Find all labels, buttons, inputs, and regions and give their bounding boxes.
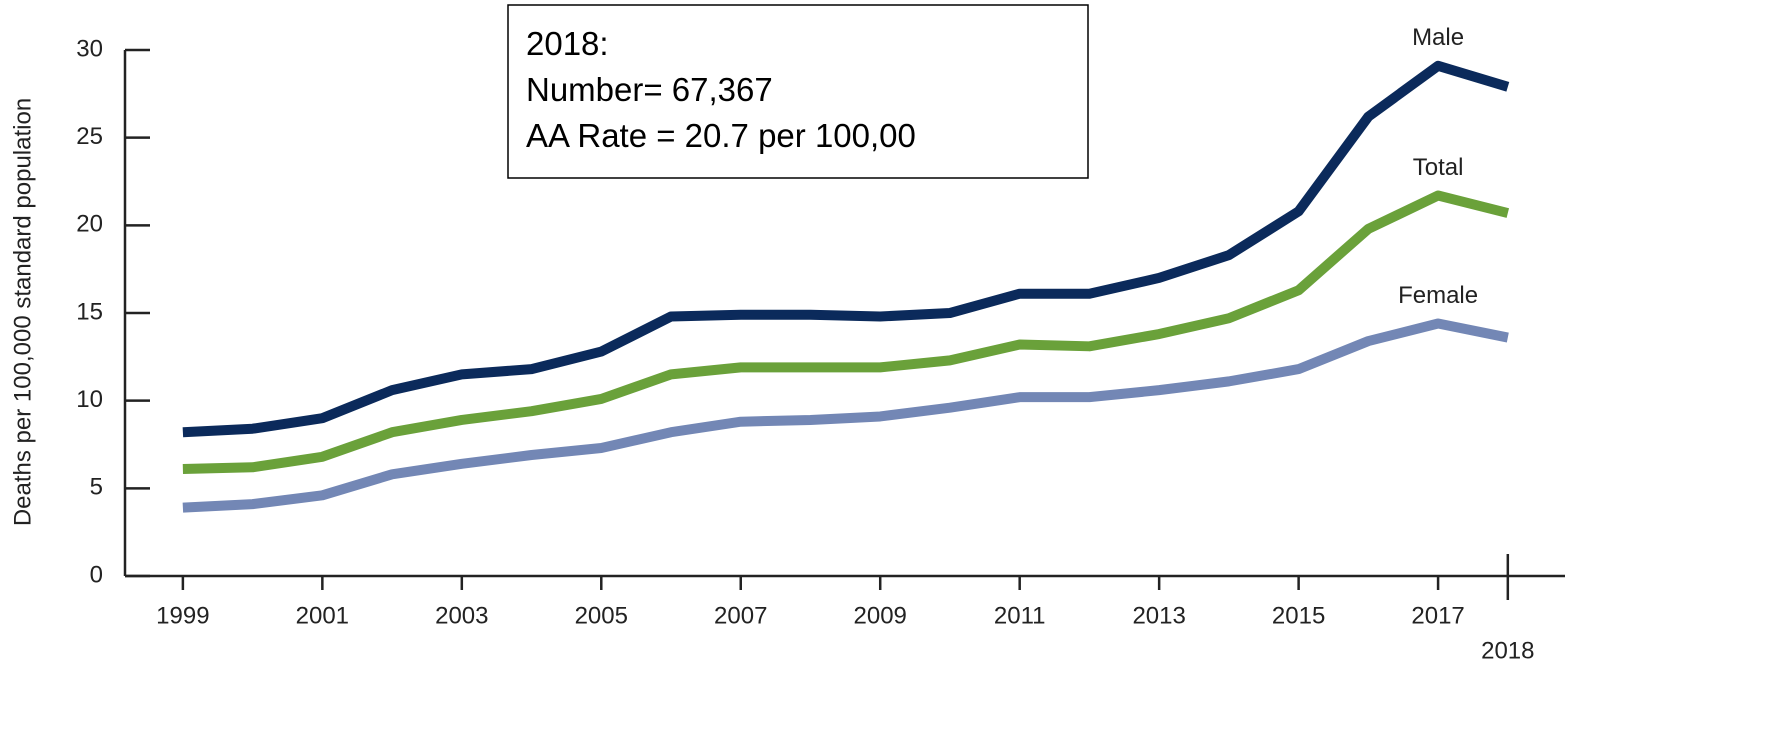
annotation-box (507, 4, 1089, 179)
series-line (182, 318, 1509, 513)
x-tick-label: 2015 (1272, 602, 1325, 629)
x-tick-label: 2018 (1481, 637, 1534, 664)
y-tick-label: 25 (76, 123, 103, 150)
x-tick-label: 2017 (1411, 602, 1464, 629)
x-tick-label: 2013 (1132, 602, 1185, 629)
series-label: Male (1412, 24, 1464, 51)
series-line (182, 190, 1510, 475)
series-label: Female (1398, 282, 1478, 309)
series-line (182, 60, 1510, 438)
y-tick-label: 20 (76, 211, 103, 238)
annotation-line: Number= 67,367 (526, 71, 773, 108)
x-tick-label: 2007 (714, 602, 767, 629)
annotation-line: 2018: (526, 25, 609, 62)
x-tick-label: 2009 (854, 602, 907, 629)
y-axis-label: Deaths per 100,000 standard population (9, 98, 36, 526)
y-tick-label: 15 (76, 298, 103, 325)
annotation-line: AA Rate = 20.7 per 100,00 (526, 117, 916, 154)
y-tick-label: 10 (76, 386, 103, 413)
series-label: Total (1413, 154, 1464, 181)
x-tick-label: 2005 (575, 602, 628, 629)
y-tick-label: 30 (76, 35, 103, 62)
x-tick-label: 2001 (296, 602, 349, 629)
y-tick-label: 5 (90, 474, 103, 501)
x-tick-label: 2011 (994, 602, 1046, 629)
x-tick-label: 1999 (156, 602, 209, 629)
y-tick-label: 0 (90, 561, 103, 588)
x-tick-label: 2003 (435, 602, 488, 629)
